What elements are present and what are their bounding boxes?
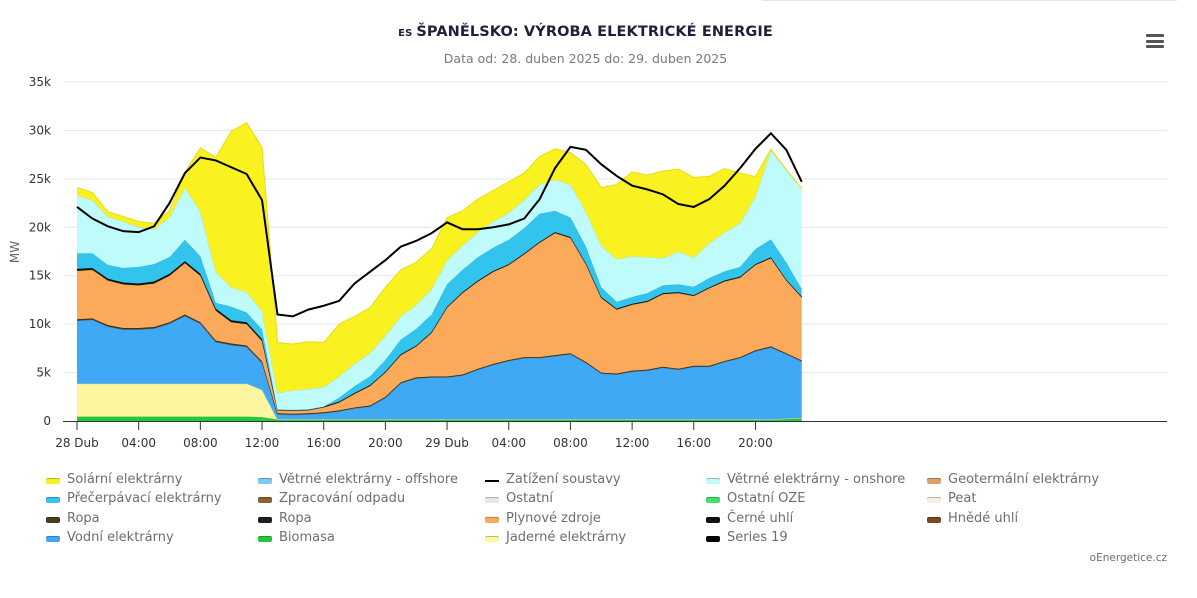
y-axis-label: MW bbox=[8, 241, 22, 263]
x-tick-label: 20:00 bbox=[368, 436, 403, 450]
legend-label: Biomasa bbox=[279, 529, 335, 545]
legend-area-symbol bbox=[485, 497, 499, 504]
legend-label: Ostatní OZE bbox=[727, 491, 806, 507]
legend-area-symbol bbox=[46, 497, 60, 504]
legend-label: Hnědé uhlí bbox=[948, 510, 1019, 526]
legend-label: Peat bbox=[948, 491, 977, 507]
x-tick-label: 28 Dub bbox=[55, 436, 99, 450]
legend-area-symbol bbox=[927, 478, 941, 484]
x-tick-label: 12:00 bbox=[615, 436, 650, 450]
y-tick-label: 35k bbox=[29, 75, 51, 89]
legend-label: Větrné elektrárny - onshore bbox=[727, 472, 906, 487]
top-divider bbox=[762, 0, 1177, 1]
area-series bbox=[77, 233, 802, 414]
y-tick-label: 20k bbox=[29, 220, 51, 234]
x-tick-label: 16:00 bbox=[677, 436, 712, 450]
y-tick-label: 15k bbox=[29, 269, 51, 283]
stacked-areas bbox=[76, 122, 803, 421]
area-series bbox=[77, 150, 802, 410]
load-line bbox=[76, 131, 803, 318]
legend-label: Ostatní bbox=[506, 491, 554, 507]
legend-label: Zatížení soustavy bbox=[506, 472, 621, 487]
y-axis: 0 5k 10k 15k 20k 25k 30k 35k bbox=[29, 75, 51, 428]
menu-bar bbox=[1146, 45, 1164, 48]
legend-area-symbol bbox=[46, 516, 60, 523]
area-series bbox=[77, 383, 802, 420]
legend-label: Zpracování odpadu bbox=[279, 491, 406, 507]
x-tick-label: 04:00 bbox=[491, 436, 526, 450]
legend-label: Vodní elektrárny bbox=[67, 529, 174, 545]
legend-area-symbol bbox=[706, 535, 720, 542]
credit-text: oEnergetice.cz bbox=[1089, 552, 1167, 564]
menu-bar bbox=[1146, 39, 1164, 43]
y-tick-label: 0 bbox=[43, 414, 51, 428]
legend-area-symbol bbox=[706, 516, 720, 523]
y-tick-label: 10k bbox=[29, 317, 51, 331]
y-tick-label: 5k bbox=[36, 366, 51, 380]
legend-area-symbol bbox=[927, 516, 941, 523]
legend-label: Ropa bbox=[67, 510, 100, 526]
legend-area-symbol bbox=[258, 535, 272, 542]
legend-area-symbol bbox=[706, 497, 720, 504]
legend-label: Přečerpávací elektrárny bbox=[67, 491, 222, 507]
x-tick-label: 20:00 bbox=[738, 436, 773, 450]
x-tick-label: 12:00 bbox=[245, 436, 280, 450]
legend-label: Ropa bbox=[279, 510, 312, 526]
legend-label: Černé uhlí bbox=[727, 510, 794, 526]
x-tick-label: 08:00 bbox=[553, 436, 588, 450]
area-series bbox=[77, 315, 802, 420]
chart-title: ES ŠPANĚLSKO: VÝROBA ELEKTRICKÉ ENERGIE bbox=[0, 24, 1171, 40]
x-axis: 28 Dub 04:00 08:00 12:00 16:00 20:00 29 Dub 04:… bbox=[55, 421, 1167, 450]
legend-area-symbol bbox=[485, 535, 499, 542]
chart-title-text: ŠPANĚLSKO: VÝROBA ELEKTRICKÉ ENERGIE bbox=[416, 24, 773, 40]
area-series-edge bbox=[76, 122, 803, 345]
legend-area-symbol bbox=[258, 516, 272, 523]
legend-label: Geotermální elektrárny bbox=[948, 472, 1100, 487]
legend-area-symbol bbox=[485, 516, 499, 523]
x-tick-label: 04:00 bbox=[121, 436, 156, 450]
chart-area: 0 5k 10k 15k 20k 25k 30k 35k 28 Dub 04:00 08:00 12… bbox=[8, 75, 1167, 450]
legend-area-symbol bbox=[706, 478, 720, 484]
legend-line-symbol bbox=[485, 480, 499, 482]
area-series bbox=[77, 122, 802, 393]
legend-area-symbol bbox=[46, 535, 60, 542]
country-code: ES bbox=[398, 28, 413, 39]
legend-label: Jaderné elektrárny bbox=[506, 529, 627, 545]
x-tick-label: 08:00 bbox=[183, 436, 218, 450]
y-tick-label: 25k bbox=[29, 172, 51, 186]
legend-label: Solární elektrárny bbox=[67, 472, 183, 487]
legend-area-symbol bbox=[258, 497, 272, 504]
area-series bbox=[77, 210, 802, 410]
legend-area-symbol bbox=[258, 478, 272, 484]
legend-area-symbol bbox=[46, 478, 60, 484]
chart-subtitle: Data od: 28. duben 2025 do: 29. duben 20… bbox=[443, 51, 728, 66]
hamburger-menu-icon[interactable] bbox=[1146, 34, 1164, 48]
x-tick-label: 29 Dub bbox=[425, 436, 469, 450]
menu-bar bbox=[1146, 34, 1164, 37]
legend-area-symbol bbox=[927, 497, 941, 504]
legend-label: Větrné elektrárny - offshore bbox=[279, 472, 458, 487]
load-line-group bbox=[76, 131, 803, 318]
x-tick-label: 16:00 bbox=[306, 436, 341, 450]
y-tick-label: 30k bbox=[29, 123, 51, 137]
legend-label: Plynové zdroje bbox=[506, 510, 601, 526]
legend-label: Series 19 bbox=[727, 529, 788, 545]
